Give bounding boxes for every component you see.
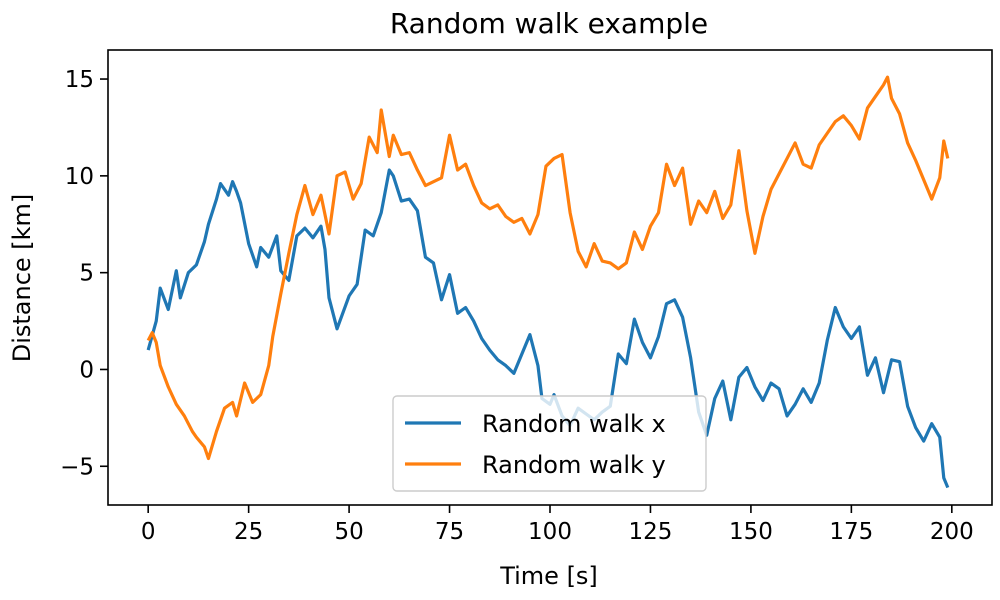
x-tick-label: 25	[234, 519, 263, 545]
x-tick-label: 125	[629, 519, 673, 545]
x-tick-label: 100	[528, 519, 572, 545]
y-tick-label: 0	[79, 357, 94, 383]
series-line-1	[146, 168, 950, 489]
y-tick-label: 5	[79, 261, 94, 287]
y-tick-label: 10	[65, 164, 94, 190]
y-axis: −5 0 5 10 15	[60, 67, 108, 480]
x-tick-label: 150	[729, 519, 773, 545]
legend-label-2: Random walk y	[482, 451, 666, 479]
series-layer	[146, 75, 950, 489]
legend-box	[392, 395, 707, 492]
x-tick-label: 200	[930, 519, 974, 545]
series-line-2	[146, 75, 950, 461]
x-tick-label: 175	[829, 519, 873, 545]
x-tick-label: 75	[435, 519, 464, 545]
x-axis: 0 25 50 75 100 125 150 175 200	[141, 505, 974, 545]
legend: Random walk x Random walk y	[392, 395, 707, 492]
x-axis-label: Time [s]	[499, 562, 598, 590]
legend-label-1: Random walk x	[482, 410, 666, 438]
y-axis-label: Distance [km]	[8, 194, 36, 363]
chart-title: Random walk example	[390, 7, 708, 40]
y-tick-label: 15	[65, 67, 94, 93]
y-tick-label: −5	[60, 454, 94, 480]
x-tick-label: 0	[141, 519, 156, 545]
x-tick-label: 50	[334, 519, 363, 545]
